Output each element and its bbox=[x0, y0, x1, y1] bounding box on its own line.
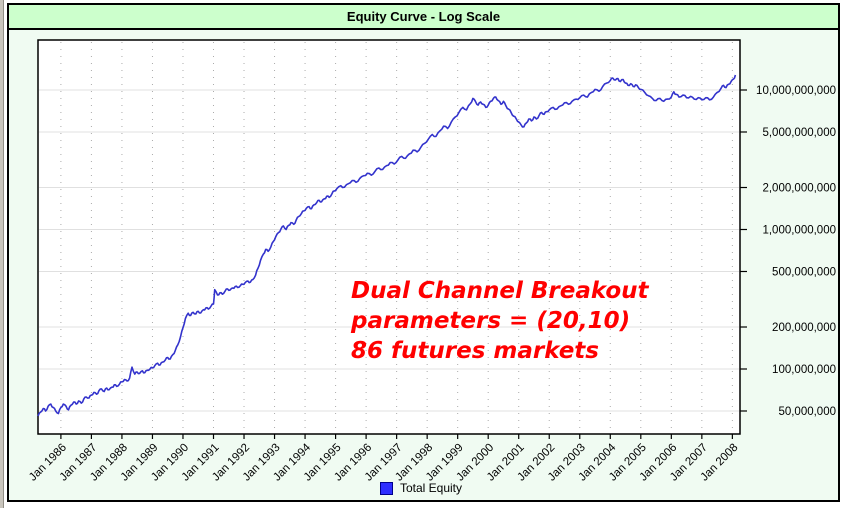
annotation-line-2: parameters = (20,10) bbox=[351, 308, 631, 334]
total-equity-swatch bbox=[379, 481, 393, 495]
window-edge-strip bbox=[0, 0, 4, 508]
y-tick-label: 10,000,000,000 bbox=[756, 85, 836, 97]
y-tick-label: 100,000,000 bbox=[772, 364, 836, 376]
annotation-line-3: 86 futures markets bbox=[351, 338, 599, 364]
annotation-line-1: Dual Channel Breakout bbox=[351, 278, 649, 304]
y-tick-label: 50,000,000 bbox=[778, 406, 836, 418]
y-tick-label: 1,000,000,000 bbox=[762, 225, 836, 237]
total-equity-label: Total Equity bbox=[399, 481, 463, 495]
y-tick-label: 200,000,000 bbox=[772, 322, 836, 334]
chart-legend: Total Equity bbox=[0, 481, 842, 495]
strategy-annotation: Dual Channel Breakout parameters = (20,1… bbox=[351, 276, 649, 366]
chart-title: Equity Curve - Log Scale bbox=[346, 9, 501, 24]
total-equity-line bbox=[37, 74, 737, 417]
y-tick-label: 2,000,000,000 bbox=[762, 183, 836, 195]
plot-area bbox=[38, 40, 740, 434]
y-tick-label: 5,000,000,000 bbox=[762, 127, 836, 139]
y-tick-label: 500,000,000 bbox=[772, 266, 836, 278]
chart-title-bar: Equity Curve - Log Scale bbox=[9, 5, 838, 30]
plot-border bbox=[37, 39, 741, 435]
